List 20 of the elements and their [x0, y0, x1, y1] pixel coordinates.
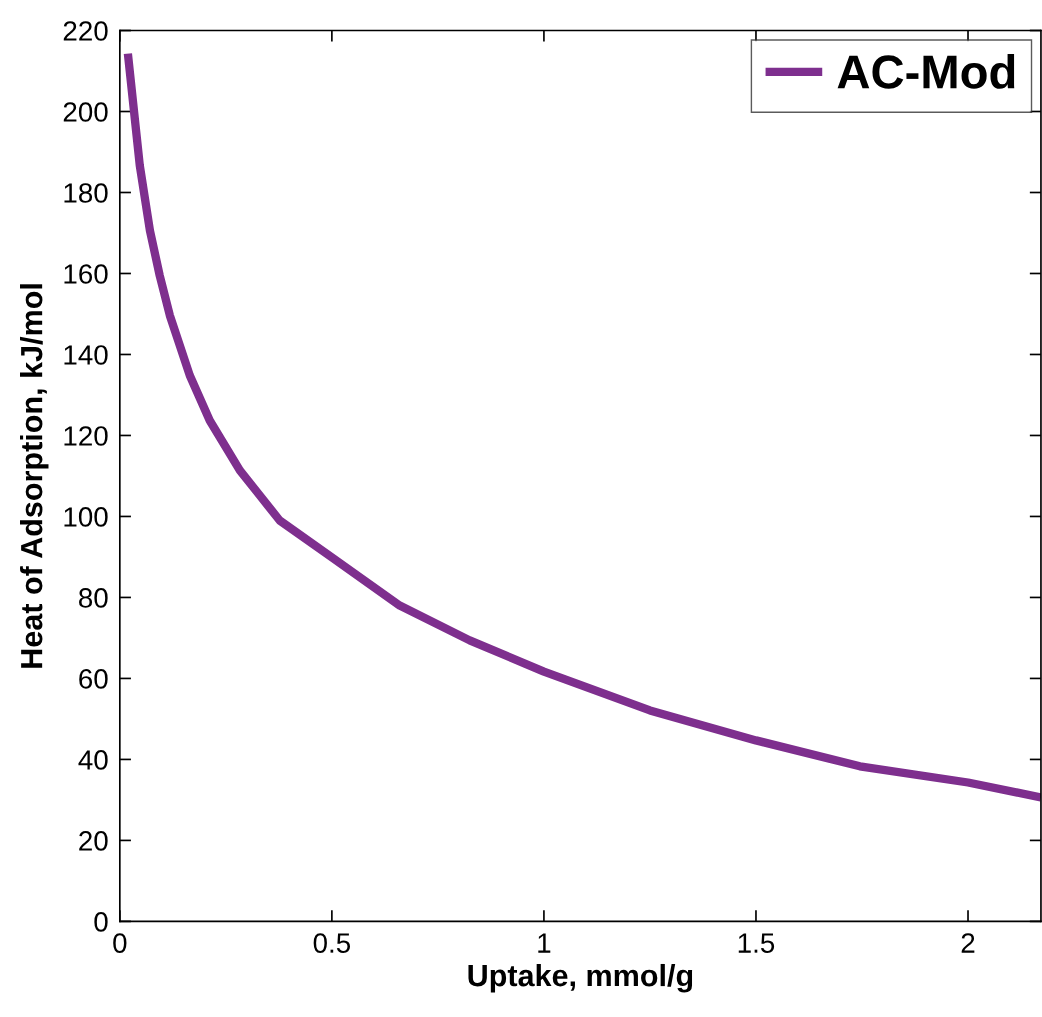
y-tick-label: 140	[64, 345, 108, 365]
x-tick-label: 2	[961, 933, 975, 953]
x-tick-label: 1	[538, 933, 551, 953]
y-tick-label: 100	[64, 507, 108, 527]
y-tick-label: 180	[64, 183, 108, 203]
y-tick-label: 120	[64, 426, 108, 446]
y-tick-label: 40	[78, 750, 108, 770]
y-tick-label: 200	[63, 102, 108, 122]
y-tick-label: 60	[79, 669, 108, 689]
y-tick-label: 80	[79, 588, 108, 608]
y-tick-label: 220	[63, 21, 108, 41]
x-tick-label: 0	[113, 933, 127, 953]
x-tick-label: 1.5	[738, 933, 775, 953]
y-tick-label: 0	[94, 912, 108, 932]
legend-label: AC-Mod	[837, 54, 1015, 89]
y-tick-label: 160	[64, 264, 108, 284]
x-tick-label: 0.5	[313, 933, 351, 953]
y-axis-title: Heat of Adsorption, kJ/mol	[20, 284, 49, 668]
y-tick-label: 20	[79, 831, 108, 851]
x-axis-title: Uptake, mmol/g	[468, 963, 693, 993]
